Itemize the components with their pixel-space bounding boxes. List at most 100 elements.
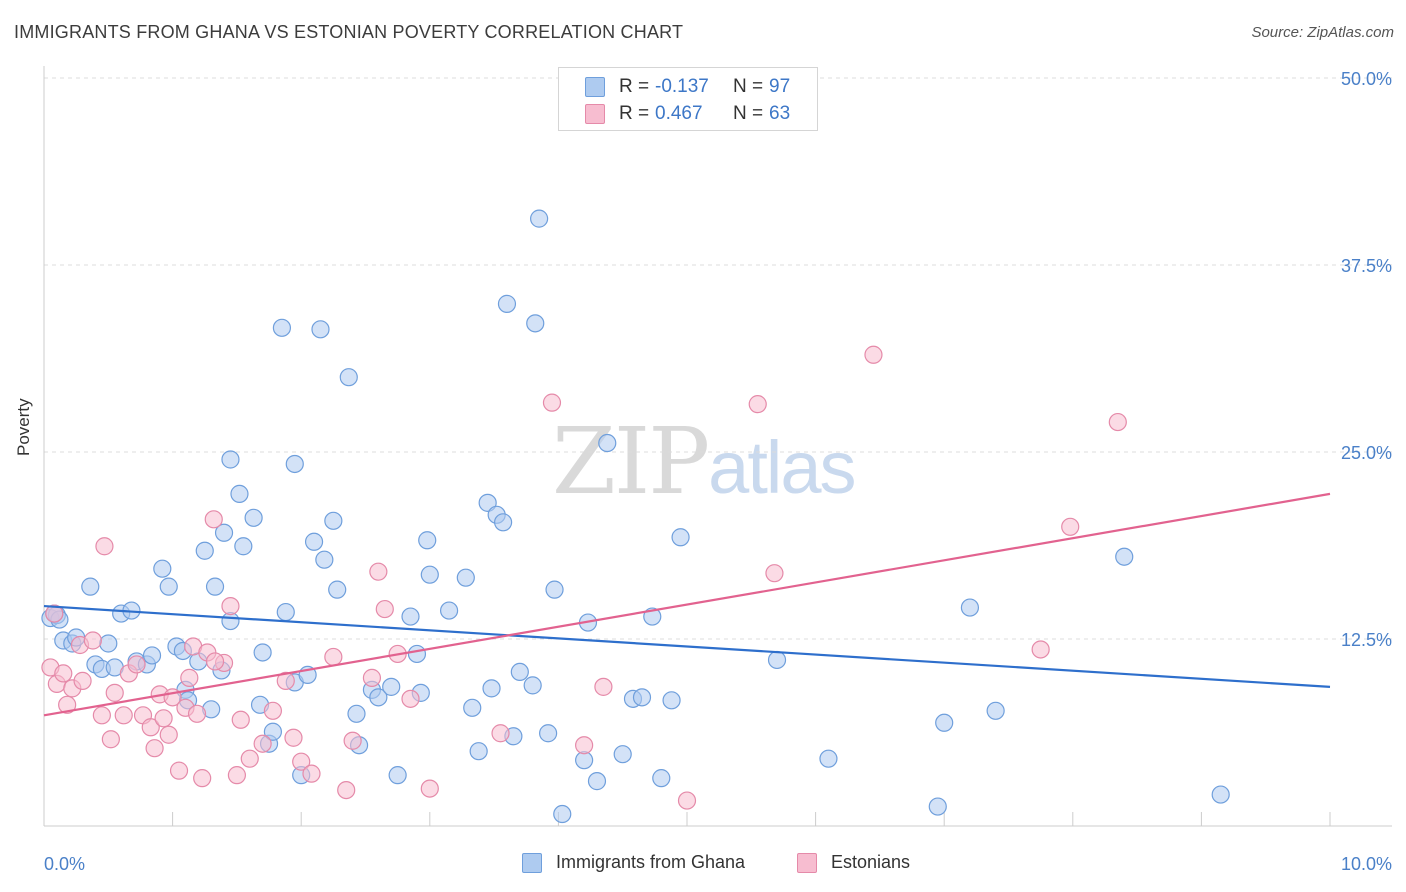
x-tick-label: 10.0% [1341, 854, 1392, 874]
point-ghana [587, 772, 607, 791]
point-ghana [99, 634, 118, 653]
point-ghana [263, 722, 283, 741]
point-ghana [928, 797, 947, 816]
point-estonians [73, 671, 92, 690]
point-estonians [180, 668, 199, 687]
point-ghana [632, 688, 652, 707]
point-estonians [105, 683, 124, 702]
point-ghana [598, 433, 617, 453]
point-ghana [276, 602, 295, 622]
series-legend-estonians[interactable]: Estonians [797, 852, 910, 873]
legend-r-value: 0.467 [655, 103, 703, 124]
point-estonians [101, 730, 120, 749]
point-estonians [292, 752, 311, 771]
point-ghana [285, 454, 304, 474]
legend-swatch-ghana [585, 77, 605, 97]
series-swatch-ghana [522, 852, 542, 873]
point-estonians [114, 706, 133, 725]
point-ghana [986, 701, 1005, 720]
point-ghana [530, 209, 549, 228]
trendline-estonians [43, 492, 1331, 717]
point-estonians [401, 689, 420, 708]
point-estonians [187, 704, 207, 723]
point-estonians [362, 668, 382, 687]
point-estonians [58, 695, 77, 714]
point-ghana [304, 532, 324, 551]
legend-row-ghana: R = -0.137 N = 97 [559, 73, 790, 101]
point-ghana [315, 550, 334, 569]
point-estonians [324, 647, 343, 667]
y-tick-label: 25.0% [1341, 443, 1392, 463]
point-ghana [195, 541, 214, 560]
stats-legend: R = -0.137 N = 97 R = 0.467 N = 63 [558, 67, 818, 131]
point-estonians [204, 510, 223, 529]
point-estonians [141, 718, 160, 737]
point-ghana [469, 742, 488, 761]
point-ghana [819, 749, 838, 768]
point-ghana [347, 704, 366, 723]
point-ghana [960, 598, 980, 617]
point-ghana [545, 580, 564, 599]
point-estonians [343, 731, 362, 750]
watermark-atlas: atlas [708, 426, 856, 509]
point-ghana [142, 646, 162, 665]
point-estonians [1108, 412, 1127, 432]
point-ghana [456, 568, 475, 587]
point-ghana [510, 662, 529, 682]
point-ghana [553, 804, 572, 824]
point-estonians [231, 710, 250, 729]
point-estonians [159, 725, 178, 744]
point-ghana [523, 676, 542, 695]
point-estonians [45, 604, 64, 623]
point-estonians [276, 671, 295, 690]
point-estonians [154, 709, 173, 728]
point-estonians [145, 739, 164, 758]
point-estonians [284, 728, 303, 747]
series-name-estonians: Estonians [831, 852, 911, 872]
x-tick-label: 0.0% [44, 854, 85, 874]
series-legend: Immigrants from Ghana Estonians [0, 852, 1406, 878]
point-ghana [494, 513, 513, 532]
point-ghana [420, 565, 439, 584]
point-estonians [542, 393, 562, 412]
point-ghana [339, 368, 358, 387]
point-estonians [594, 677, 613, 696]
point-ghana [439, 601, 459, 620]
point-estonians [127, 655, 146, 674]
point-ghana [662, 691, 681, 710]
y-axis-label: Poverty [14, 398, 33, 456]
point-ghana [205, 577, 225, 596]
point-estonians [92, 706, 111, 725]
y-tick-label: 37.5% [1341, 256, 1392, 276]
point-ghana [671, 528, 690, 547]
point-estonians [375, 599, 394, 619]
point-ghana [463, 698, 482, 717]
point-estonians [1031, 640, 1050, 659]
point-estonians [263, 701, 283, 720]
point-estonians [575, 736, 594, 755]
point-ghana [497, 294, 517, 313]
series-swatch-estonians [797, 852, 817, 873]
point-estonians [369, 562, 388, 581]
legend-r-value: -0.137 [655, 76, 709, 97]
point-estonians [227, 766, 246, 785]
point-ghana [1211, 785, 1230, 804]
point-ghana [272, 318, 292, 337]
point-ghana [328, 580, 347, 599]
point-ghana [153, 559, 172, 578]
point-estonians [169, 761, 189, 780]
point-ghana [369, 688, 388, 707]
point-ghana [221, 450, 240, 469]
source-label: Source: ZipAtlas.com [1251, 24, 1394, 41]
legend-r-label: R = [619, 103, 650, 124]
watermark: ZIPatlas [552, 408, 856, 515]
watermark-zip: ZIP [552, 408, 710, 515]
point-estonians [83, 631, 102, 650]
point-ghana [234, 537, 253, 556]
point-ghana [482, 679, 501, 698]
series-legend-ghana[interactable]: Immigrants from Ghana [522, 852, 745, 873]
point-ghana [407, 644, 427, 664]
y-tick-label: 50.0% [1341, 69, 1392, 89]
point-ghana [159, 577, 178, 596]
